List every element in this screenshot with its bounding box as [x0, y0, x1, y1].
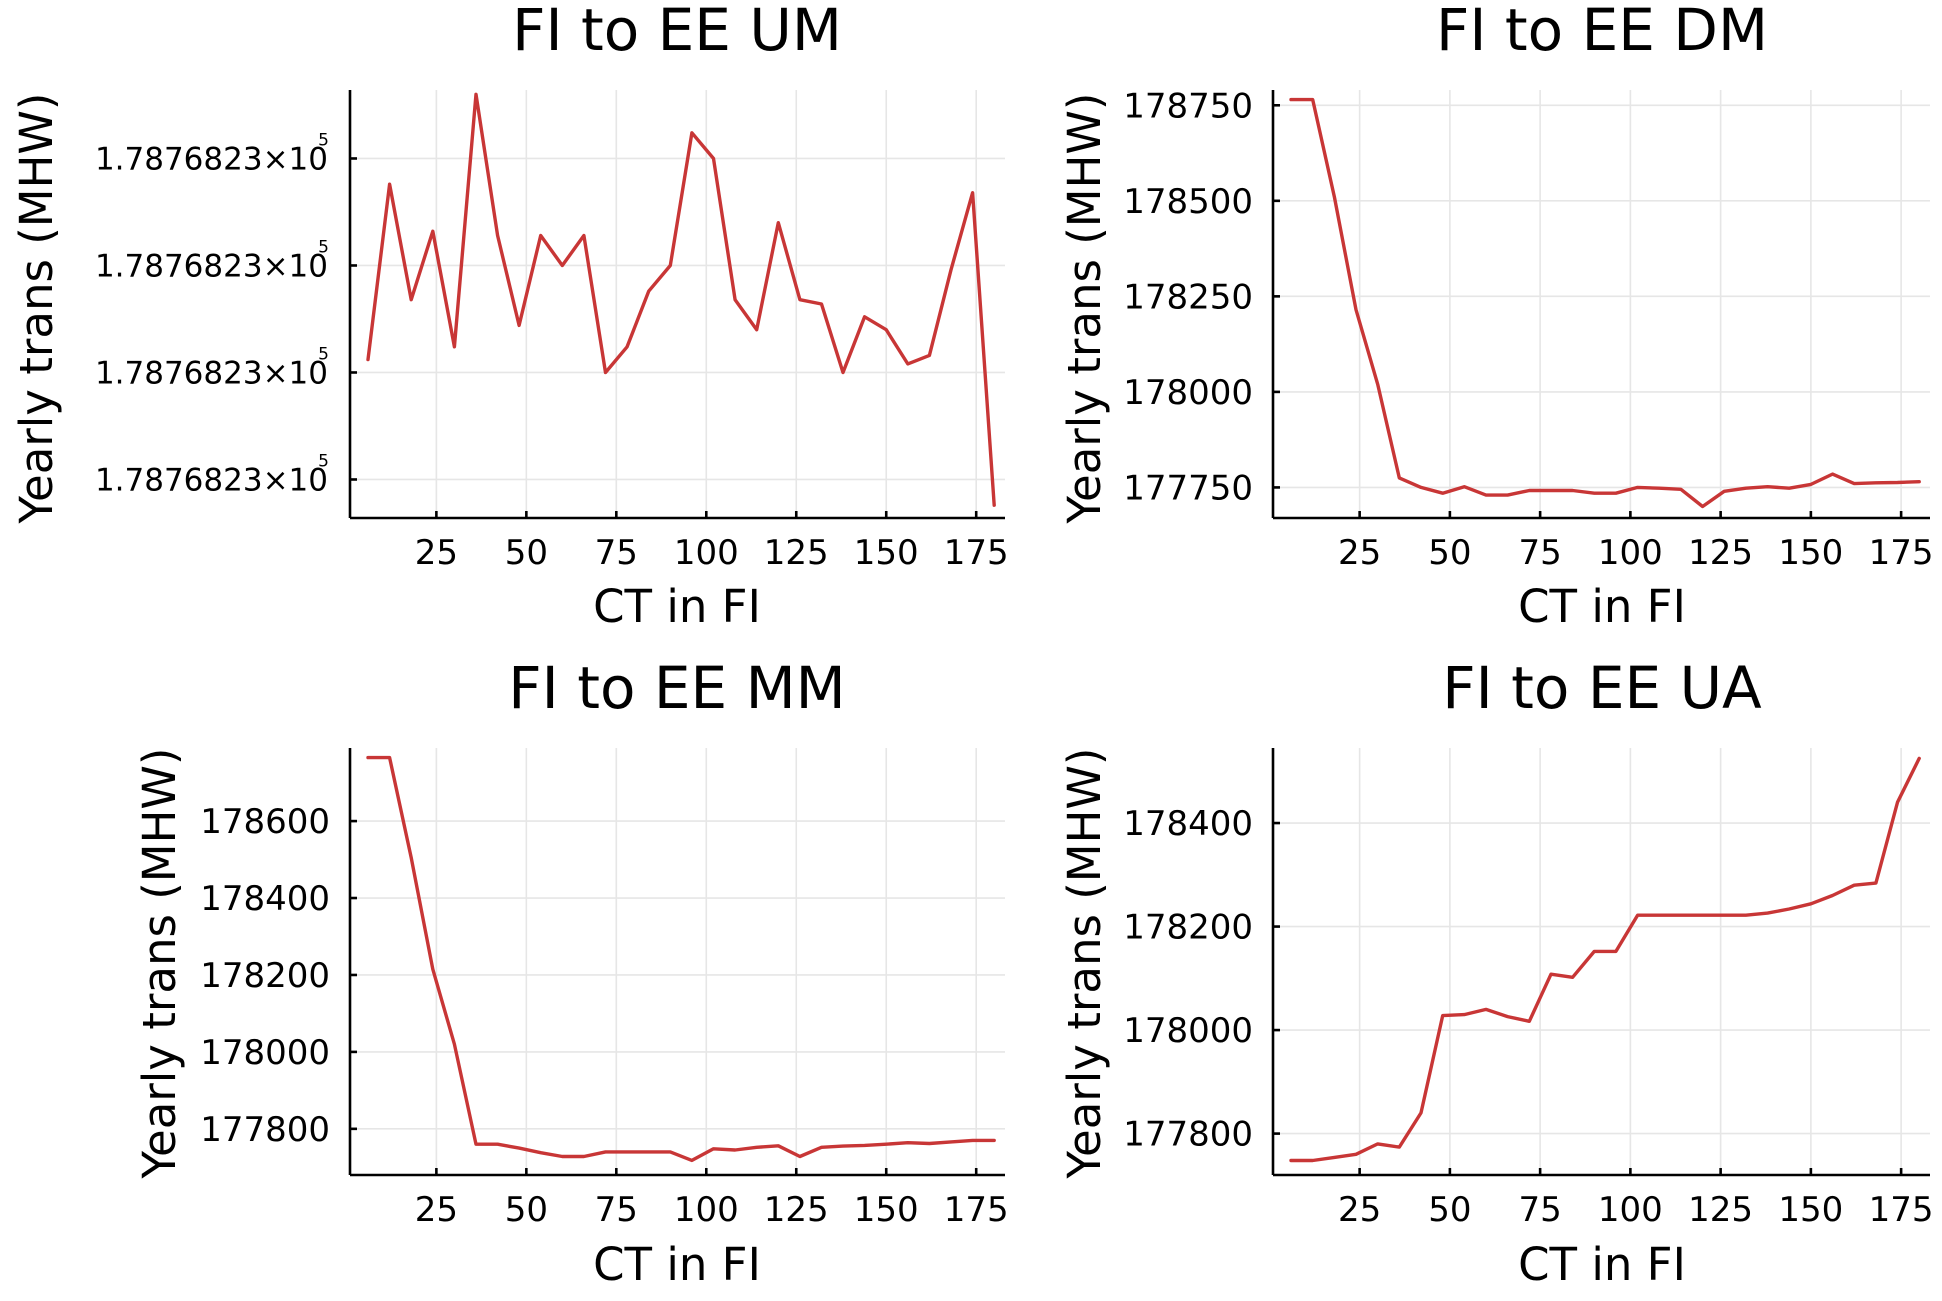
y-tick-label: 178200: [1123, 908, 1253, 948]
x-tick-label: 175: [1869, 1190, 1934, 1230]
y-tick-label: 178250: [1123, 277, 1253, 317]
x-tick-label: 25: [415, 533, 458, 573]
x-tick-label: 175: [944, 533, 1009, 573]
x-tick-label: 150: [854, 533, 919, 573]
x-tick-label: 150: [854, 1190, 919, 1230]
y-tick-label: 1.7876823×10: [95, 355, 328, 391]
subplot-title: FI to EE UA: [1442, 654, 1762, 722]
x-tick-label: 100: [1598, 1190, 1663, 1230]
y-tick-label: 177750: [1123, 468, 1253, 508]
x-tick-label: 25: [415, 1190, 458, 1230]
x-tick-label: 100: [674, 533, 739, 573]
plot-area: 25 50 75 100 125 150 1751.7876823×1051.7876823…: [95, 90, 1009, 573]
x-tick-label: 75: [595, 1190, 638, 1230]
y-tick-label: 178400: [200, 879, 330, 919]
y-tick-label: 1.7876823×10: [95, 141, 328, 177]
series-line: [366, 92, 996, 507]
x-tick-label: 75: [595, 533, 638, 573]
series-line: [366, 755, 996, 1163]
y-tick-label: 178200: [200, 956, 330, 996]
x-tick-label: 125: [764, 533, 829, 573]
y-tick-label: 1.7876823×10: [95, 248, 328, 284]
x-tick-label: 175: [944, 1190, 1009, 1230]
x-tick-label: 75: [1518, 1190, 1561, 1230]
plot-area: 25 50 75 100 125 150 175 177750 178000 178250 1785…: [1123, 86, 1933, 573]
series-line: [1289, 97, 1921, 509]
x-tick-label: 50: [505, 533, 548, 573]
y-tick-label: 178000: [200, 1033, 330, 1073]
x-tick-label: 175: [1869, 533, 1934, 573]
y-tick-exponent: 5: [318, 130, 329, 150]
y-tick-exponent: 5: [318, 344, 329, 364]
x-tick-label: 150: [1778, 1190, 1843, 1230]
x-tick-label: 100: [674, 1190, 739, 1230]
y-tick-label: 178000: [1123, 373, 1253, 413]
x-tick-label: 100: [1598, 533, 1663, 573]
y-tick-label: 178600: [200, 802, 330, 842]
y-tick-label: 177800: [1123, 1115, 1253, 1155]
y-tick-exponent: 5: [318, 237, 329, 257]
x-tick-label: 25: [1338, 1190, 1381, 1230]
x-axis-label: CT in FI: [593, 1238, 761, 1291]
subplot-title: FI to EE MM: [508, 654, 845, 722]
y-axis-label: Yearly trans (MHW): [1058, 748, 1111, 1180]
subplot-fi-to-ee-mm: FI to EE MM CT in FI Yearly trans (MHW) …: [133, 654, 1009, 1291]
plot-area: 25 50 75 100 125 150 175 177800 178000 178200 1784…: [200, 748, 1009, 1230]
subplot-fi-to-ee-ua: FI to EE UA CT in FI Yearly trans (MHW) …: [1058, 654, 1934, 1291]
x-tick-label: 50: [1428, 533, 1471, 573]
subplot-title: FI to EE UM: [512, 0, 842, 64]
y-axis-label: Yearly trans (MHW): [133, 748, 186, 1180]
x-axis-label: CT in FI: [1518, 1238, 1686, 1291]
x-tick-label: 125: [1688, 1190, 1753, 1230]
series-line: [1289, 756, 1921, 1163]
x-tick-label: 50: [1428, 1190, 1471, 1230]
y-tick-label: 1.7876823×10: [95, 462, 328, 498]
y-tick-label: 178000: [1123, 1011, 1253, 1051]
x-tick-label: 25: [1338, 533, 1381, 573]
x-tick-label: 150: [1778, 533, 1843, 573]
subplot-fi-to-ee-dm: FI to EE DM CT in FI Yearly trans (MHW) …: [1058, 0, 1934, 633]
x-tick-label: 125: [764, 1190, 829, 1230]
x-tick-label: 50: [505, 1190, 548, 1230]
x-tick-label: 125: [1688, 533, 1753, 573]
y-tick-label: 178750: [1123, 86, 1253, 126]
subplot-title: FI to EE DM: [1436, 0, 1768, 64]
x-tick-label: 75: [1518, 533, 1561, 573]
x-axis-label: CT in FI: [1518, 580, 1686, 633]
y-axis-label: Yearly trans (MHW): [10, 93, 63, 525]
y-tick-label: 178400: [1123, 804, 1253, 844]
subplot-fi-to-ee-um: FI to EE UM CT in FI Yearly trans (MHW) …: [10, 0, 1009, 633]
x-axis-label: CT in FI: [593, 580, 761, 633]
plot-area: 25 50 75 100 125 150 175 177800 178000 178200 1784…: [1123, 748, 1934, 1230]
y-axis-label: Yearly trans (MHW): [1058, 93, 1111, 525]
y-tick-exponent: 5: [318, 451, 329, 471]
y-tick-label: 178500: [1123, 182, 1253, 222]
y-tick-label: 177800: [200, 1110, 330, 1150]
